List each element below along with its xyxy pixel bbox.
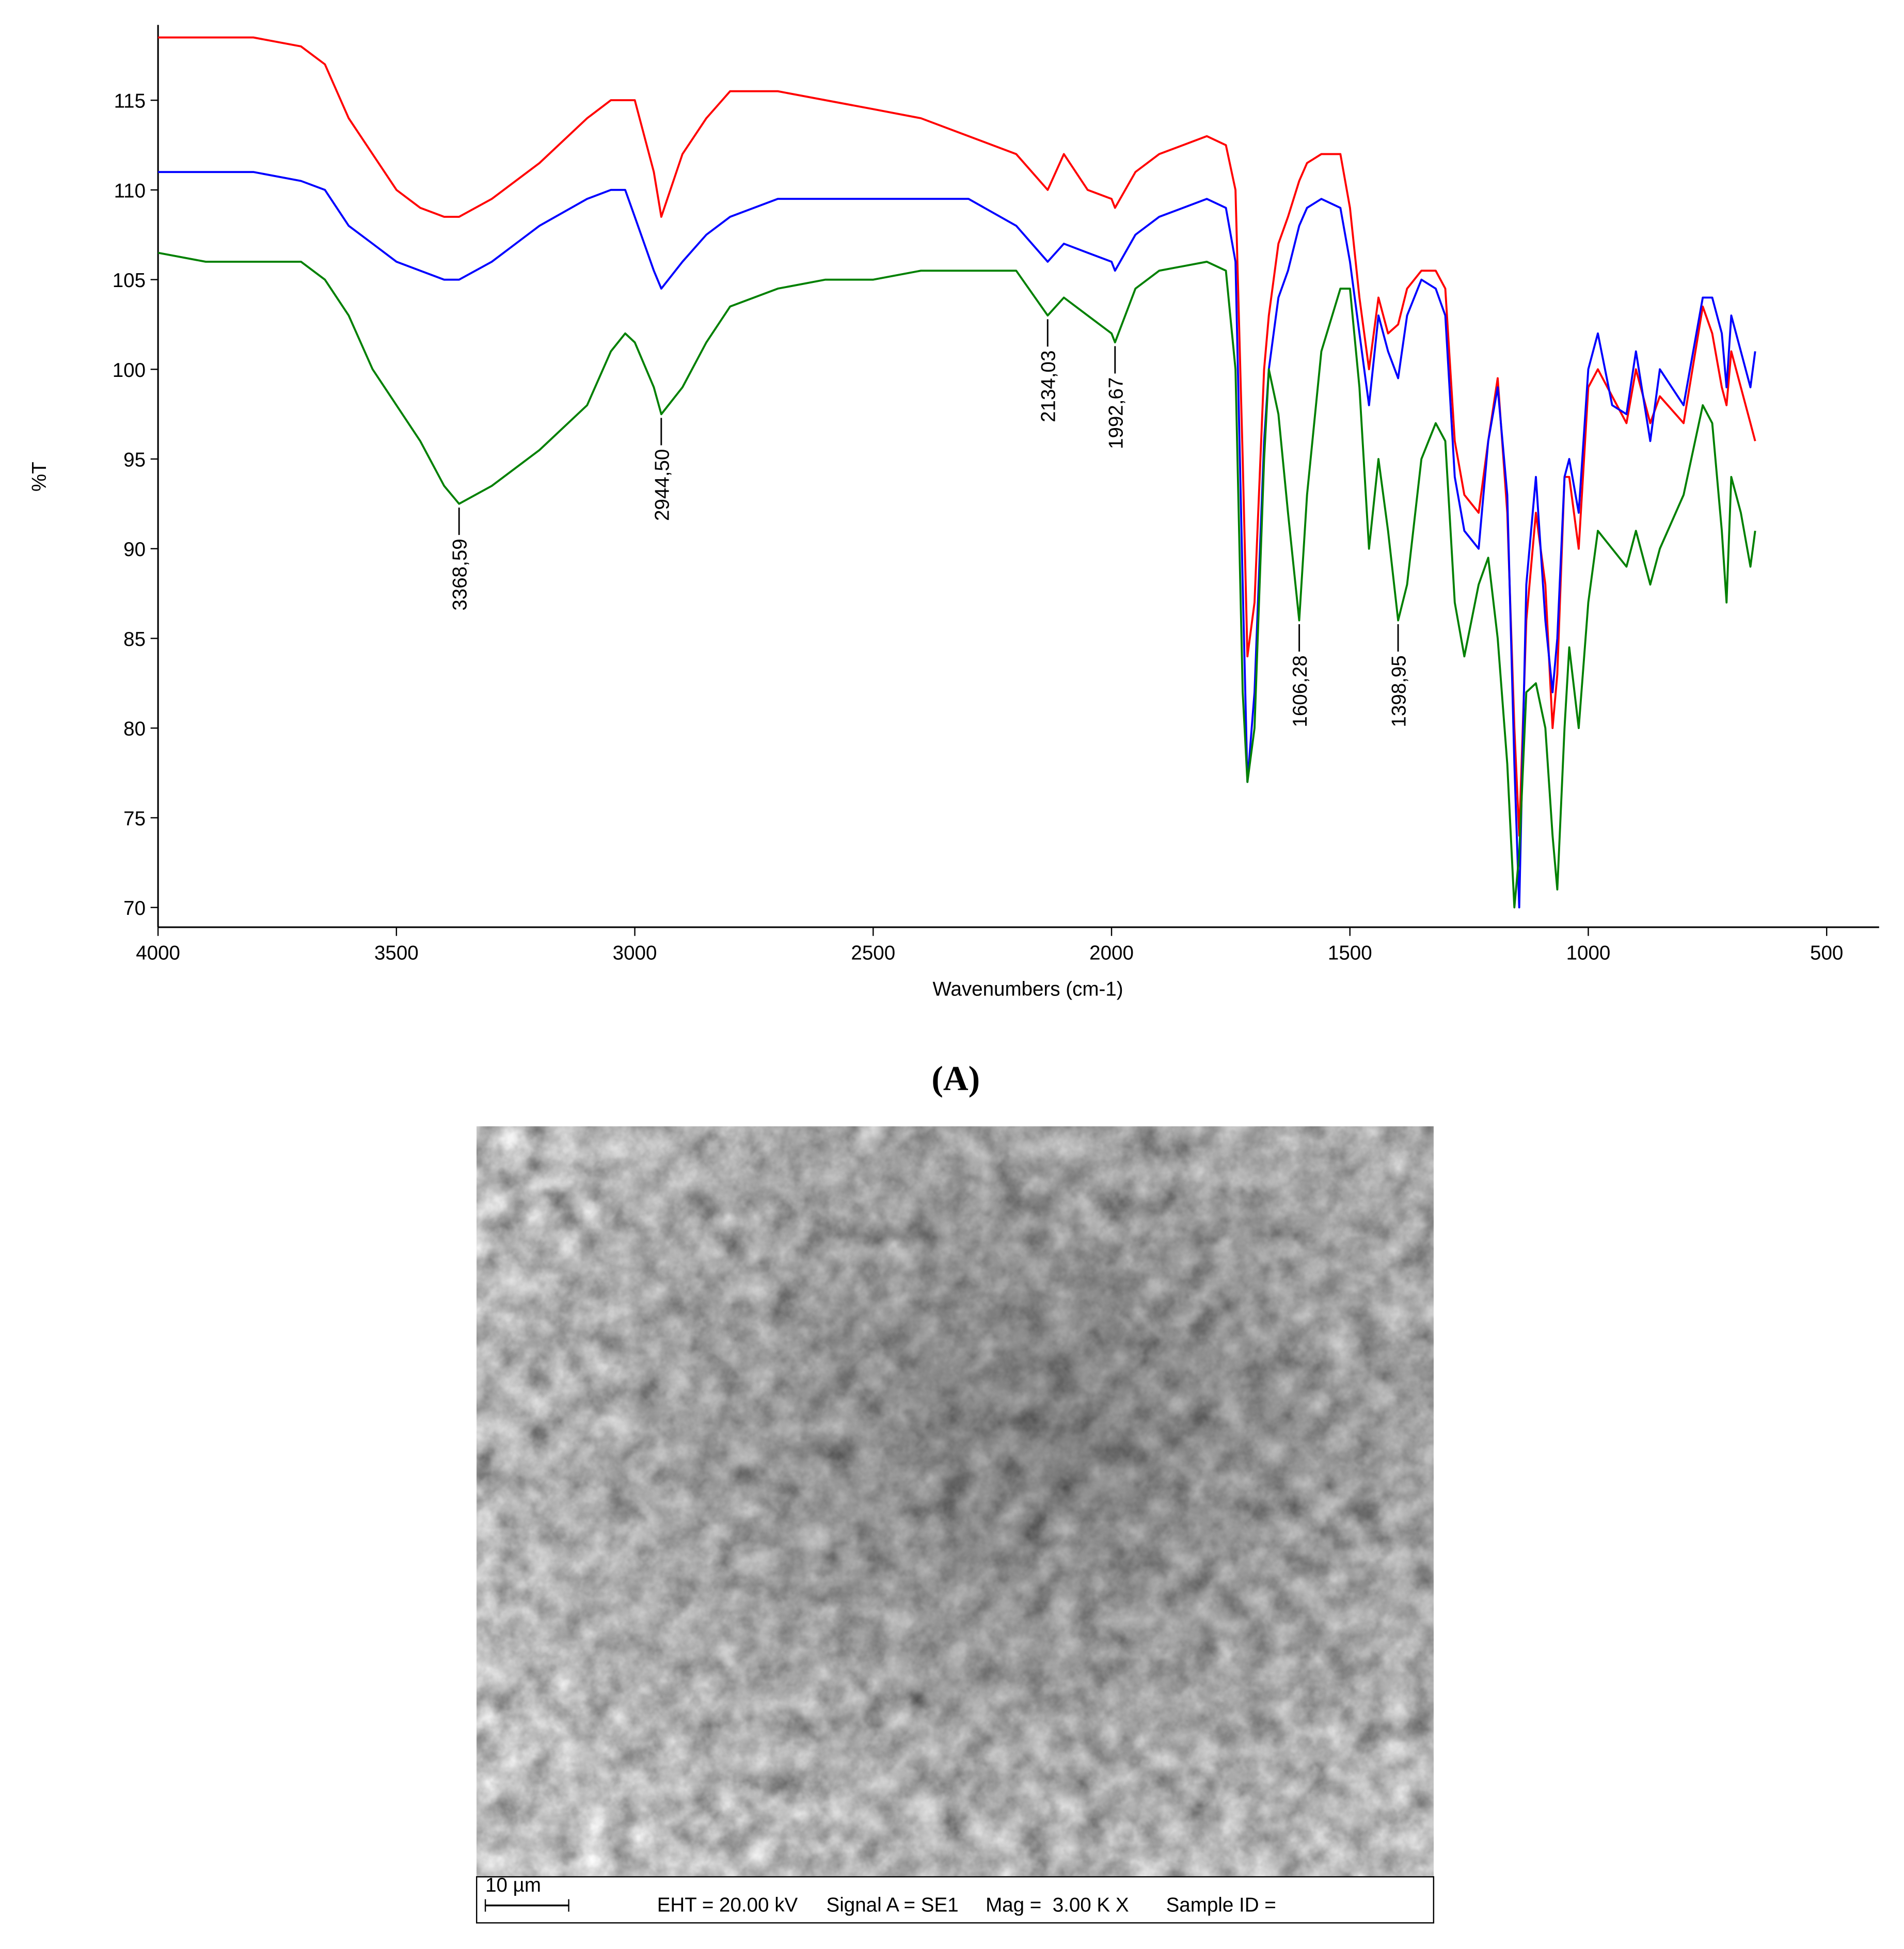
sem-info-bar xyxy=(476,1876,1435,1924)
spectrum-line xyxy=(157,251,1756,909)
sem-signal: Signal A = SE1 xyxy=(827,1894,959,1916)
x-tick-label: 4000 xyxy=(136,942,180,964)
x-axis-label: Wavenumbers (cm-1) xyxy=(932,978,1123,1000)
y-tick-label: 95 xyxy=(123,449,146,471)
x-tick-label: 500 xyxy=(1810,942,1843,964)
x-tick-label: 2500 xyxy=(851,942,895,964)
y-tick-label: 80 xyxy=(123,718,146,740)
y-axis-label: %T xyxy=(28,462,51,492)
y-tick-label: 105 xyxy=(113,270,146,292)
sem-mag: Mag = 3.00 K X xyxy=(986,1894,1129,1916)
sem-eht: EHT = 20.00 kV xyxy=(657,1894,798,1916)
x-tick-label: 1500 xyxy=(1328,942,1372,964)
x-tick-label: 1000 xyxy=(1566,942,1611,964)
annotation-label: 1606,28 xyxy=(1289,655,1311,727)
y-tick-label: 100 xyxy=(113,359,146,382)
y-tick-label: 110 xyxy=(114,180,146,202)
y-tick-label: 85 xyxy=(123,628,146,651)
x-tick-label: 2000 xyxy=(1089,942,1134,964)
sem-shading xyxy=(477,1126,1434,1877)
caption: (A) xyxy=(931,1059,980,1098)
annotation-label: 2134,03 xyxy=(1038,351,1060,422)
spectrum-line xyxy=(158,36,1756,837)
x-tick-label: 3000 xyxy=(613,942,657,964)
annotation-label: 1398,95 xyxy=(1388,655,1410,727)
scale-bar-label: 10 µm xyxy=(485,1874,541,1896)
sem-sample-id: Sample ID = xyxy=(1166,1894,1276,1916)
spectrum-line xyxy=(158,171,1756,909)
annotation-label: 3368,59 xyxy=(449,538,471,610)
sem-image: 10 µm EHT = 20.00 kV Signal A = SE1 Mag … xyxy=(476,1126,1435,1924)
y-tick-label: 70 xyxy=(123,897,146,920)
annotation-label: 2944,50 xyxy=(651,449,673,521)
y-tick-label: 115 xyxy=(114,90,146,113)
annotation-label: 1992,67 xyxy=(1105,377,1127,449)
y-tick-label: 75 xyxy=(123,807,146,830)
y-tick-label: 90 xyxy=(123,538,146,561)
x-tick-label: 3500 xyxy=(374,942,419,964)
